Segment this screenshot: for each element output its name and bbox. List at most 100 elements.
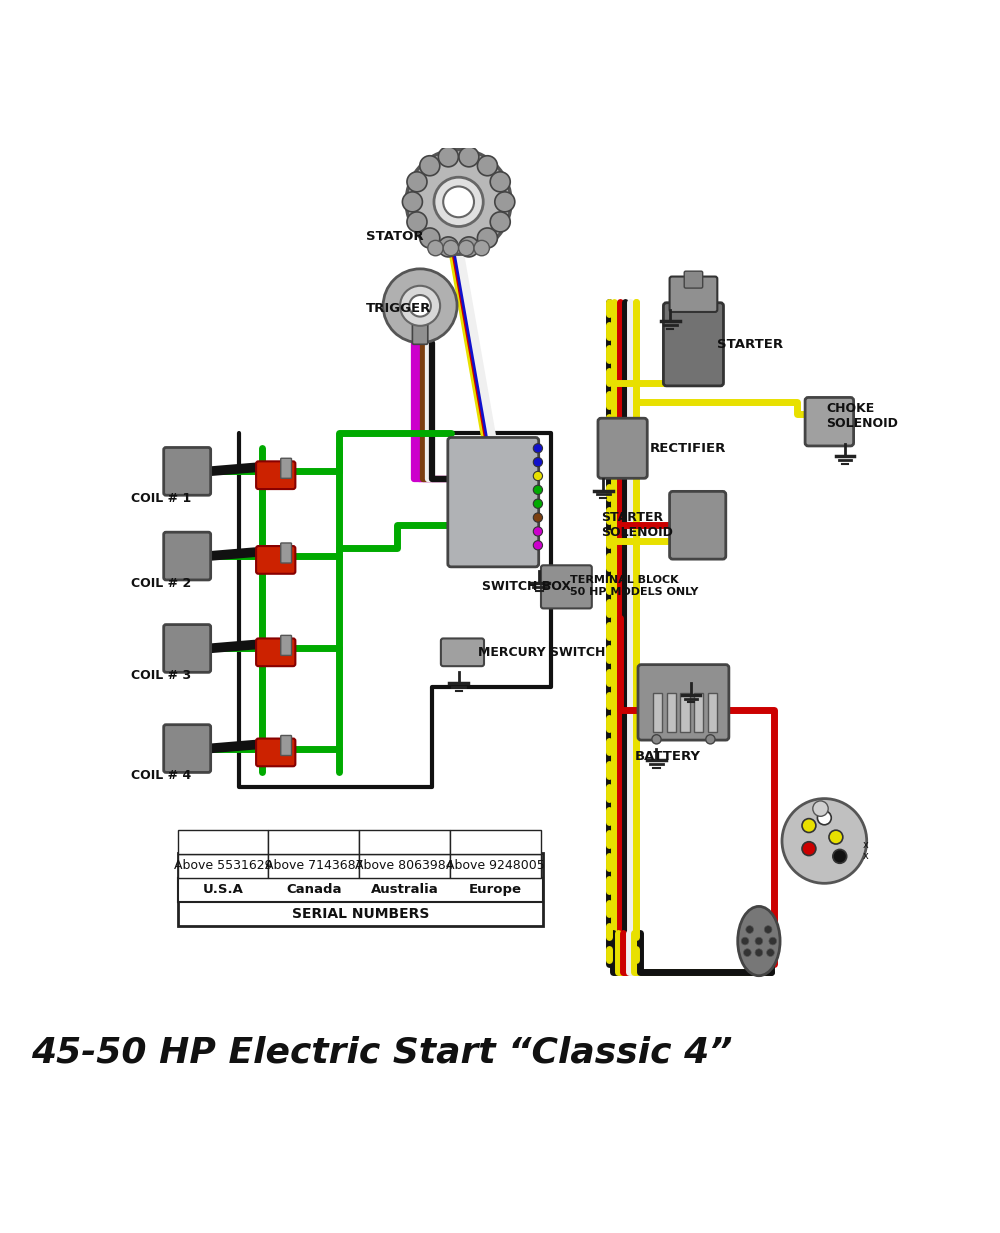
Circle shape <box>406 149 511 254</box>
Bar <box>178 830 268 854</box>
FancyBboxPatch shape <box>256 461 295 490</box>
Text: STARTER: STARTER <box>717 338 783 351</box>
Circle shape <box>833 850 847 863</box>
FancyBboxPatch shape <box>281 459 292 478</box>
Circle shape <box>420 155 440 176</box>
FancyBboxPatch shape <box>256 639 295 666</box>
Bar <box>178 878 543 901</box>
FancyBboxPatch shape <box>663 303 723 386</box>
Circle shape <box>755 937 763 944</box>
Circle shape <box>434 178 483 227</box>
Text: CHOKE
SOLENOID: CHOKE SOLENOID <box>826 402 898 430</box>
FancyBboxPatch shape <box>164 448 211 496</box>
Circle shape <box>438 237 458 256</box>
Text: TERMINAL BLOCK
50 HP MODELS ONLY: TERMINAL BLOCK 50 HP MODELS ONLY <box>570 576 699 597</box>
Circle shape <box>782 799 867 883</box>
Text: Canada: Canada <box>286 883 342 896</box>
Circle shape <box>706 735 715 743</box>
Circle shape <box>533 457 543 467</box>
Ellipse shape <box>738 906 780 975</box>
Bar <box>359 854 450 878</box>
Circle shape <box>474 240 489 255</box>
Bar <box>694 693 703 731</box>
Text: SERIAL NUMBERS: SERIAL NUMBERS <box>292 906 429 921</box>
FancyBboxPatch shape <box>670 276 717 312</box>
Circle shape <box>802 819 816 832</box>
FancyBboxPatch shape <box>281 635 292 656</box>
Circle shape <box>533 499 543 508</box>
Bar <box>450 830 541 854</box>
Circle shape <box>490 212 510 232</box>
Circle shape <box>817 811 831 825</box>
Circle shape <box>490 171 510 192</box>
Bar <box>268 854 359 878</box>
Circle shape <box>533 471 543 481</box>
FancyBboxPatch shape <box>256 546 295 573</box>
FancyBboxPatch shape <box>164 725 211 772</box>
FancyBboxPatch shape <box>541 565 592 608</box>
Text: TRIGGER: TRIGGER <box>366 302 432 314</box>
Circle shape <box>420 228 440 248</box>
Circle shape <box>443 240 459 255</box>
Circle shape <box>813 801 828 816</box>
FancyBboxPatch shape <box>281 543 292 563</box>
Circle shape <box>459 240 474 255</box>
FancyBboxPatch shape <box>638 665 729 740</box>
Text: COIL # 1: COIL # 1 <box>131 492 192 504</box>
Circle shape <box>438 147 458 166</box>
FancyBboxPatch shape <box>441 639 484 666</box>
Bar <box>666 693 676 731</box>
FancyBboxPatch shape <box>670 492 726 559</box>
Bar <box>178 854 268 878</box>
Text: STATOR: STATOR <box>366 231 424 243</box>
FancyBboxPatch shape <box>164 625 211 672</box>
Circle shape <box>383 269 457 343</box>
Text: 45-50 HP Electric Start “Classic 4”: 45-50 HP Electric Start “Classic 4” <box>31 1036 732 1070</box>
Circle shape <box>533 486 543 494</box>
FancyBboxPatch shape <box>448 438 539 567</box>
Bar <box>708 693 717 731</box>
Circle shape <box>477 155 497 176</box>
Circle shape <box>409 295 431 317</box>
Text: COIL # 2: COIL # 2 <box>131 577 192 589</box>
Text: COIL # 3: COIL # 3 <box>131 670 191 682</box>
Circle shape <box>459 147 479 166</box>
FancyBboxPatch shape <box>598 418 647 478</box>
Text: Above 8063984: Above 8063984 <box>355 859 454 873</box>
Text: RECTIFIER: RECTIFIER <box>650 441 726 455</box>
Circle shape <box>443 186 474 217</box>
FancyBboxPatch shape <box>684 271 703 289</box>
Circle shape <box>767 948 774 957</box>
Circle shape <box>764 926 772 933</box>
Text: Australia: Australia <box>371 883 439 896</box>
Bar <box>653 693 662 731</box>
FancyBboxPatch shape <box>281 735 292 756</box>
Circle shape <box>428 240 443 255</box>
Circle shape <box>533 526 543 536</box>
Bar <box>680 693 690 731</box>
Text: SWITCH BOX: SWITCH BOX <box>482 581 571 593</box>
FancyBboxPatch shape <box>256 739 295 766</box>
Circle shape <box>495 192 515 212</box>
Text: COIL # 4: COIL # 4 <box>131 769 192 782</box>
Circle shape <box>402 192 422 212</box>
Circle shape <box>407 171 427 192</box>
Bar <box>450 854 541 878</box>
Circle shape <box>746 926 754 933</box>
Bar <box>268 830 359 854</box>
Circle shape <box>829 830 843 845</box>
Text: BATTERY: BATTERY <box>635 750 701 763</box>
Circle shape <box>802 842 816 856</box>
Circle shape <box>459 237 479 256</box>
Text: STARTER
SOLENOID: STARTER SOLENOID <box>601 512 673 539</box>
Circle shape <box>533 540 543 550</box>
Circle shape <box>400 286 440 326</box>
Circle shape <box>652 735 661 743</box>
Bar <box>178 852 543 926</box>
Circle shape <box>741 937 749 944</box>
Text: Above 9248005: Above 9248005 <box>446 859 545 873</box>
Text: Above 5531629: Above 5531629 <box>174 859 272 873</box>
FancyBboxPatch shape <box>805 397 854 446</box>
Text: Europe: Europe <box>469 883 522 896</box>
Circle shape <box>533 444 543 453</box>
